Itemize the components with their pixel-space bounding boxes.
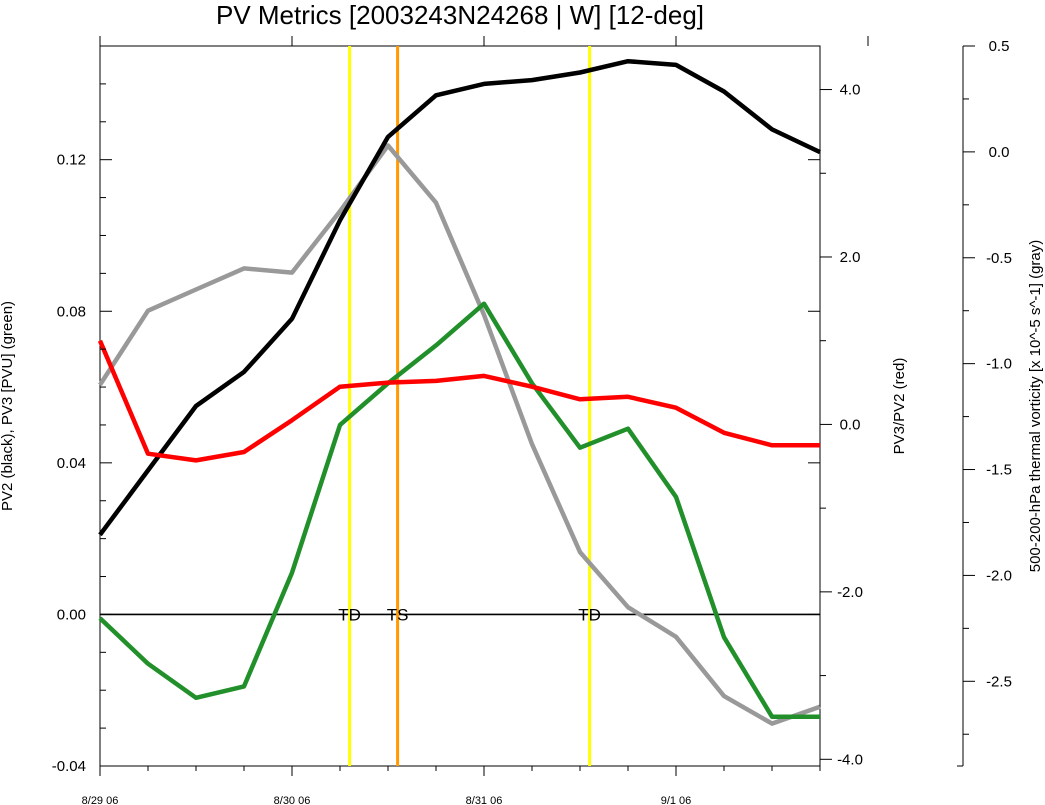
event-lines — [348, 46, 592, 766]
vorticity-tick-label: 0.5 — [989, 38, 1010, 55]
vorticity-tick-label: 0.0 — [989, 144, 1010, 161]
x-tick-label: 8/31 06 — [466, 795, 503, 805]
plot-frame — [99, 45, 821, 767]
ratio-tick-label: 0.0 — [840, 416, 861, 433]
series-line — [98, 301, 820, 719]
ratio-tick-label: 2.0 — [840, 249, 861, 266]
ratio-tick-label: -2.0 — [837, 584, 863, 601]
vorticity-tick-label: -1.0 — [986, 356, 1012, 373]
left-tick-label: 0.00 — [57, 606, 86, 623]
series-line — [97, 339, 820, 463]
event-label: TD — [338, 605, 361, 624]
event-label: TS — [387, 605, 409, 624]
vorticity-tick-label: -1.5 — [986, 462, 1012, 479]
vorticity-tick-label: -2.0 — [986, 567, 1012, 584]
vorticity-tick-label: -0.5 — [986, 250, 1012, 267]
right-axis-thermal-vorticity: 0.5 0.0 -0.5 -1.0 -1.5 -2.0 -2.5 — [957, 38, 1012, 767]
left-tick-label: -0.04 — [52, 758, 86, 775]
ratio-tick-label: -4.0 — [837, 751, 863, 768]
x-tick-label: 8/30 06 — [274, 795, 311, 805]
event-labels: TD TS TD — [338, 605, 601, 624]
event-label: TD — [578, 605, 601, 624]
x-tick-label: 8/29 06 — [82, 795, 119, 805]
series-line — [98, 58, 821, 537]
right-axis-thermal-vorticity-label: 500-200-hPa thermal vorticity [x 10^-5 s… — [1027, 240, 1044, 573]
left-axis-label: PV2 (black), PV3 [PVU] (green) — [0, 301, 16, 511]
x-tick-label: 9/1 06 — [661, 795, 692, 805]
left-tick-label: 0.08 — [57, 303, 86, 320]
right-axis-pv-ratio-label: PV3/PV2 (red) — [891, 358, 908, 455]
right-axis-pv-ratio: 4.0 2.0 0.0 -2.0 -4.0 — [820, 82, 863, 768]
vorticity-tick-label: -2.5 — [986, 673, 1012, 690]
plot-area: TD TS TD — [97, 45, 821, 767]
left-tick-label: 0.12 — [57, 152, 86, 169]
left-tick-label: 0.04 — [57, 455, 86, 472]
chart-title: PV Metrics [2003243N24268 | W] [12-deg] — [216, 0, 704, 30]
left-axis: 0.12 0.08 0.04 0.00 -0.04 — [52, 45, 820, 775]
ratio-tick-label: 4.0 — [840, 82, 861, 99]
series-lines — [97, 58, 821, 726]
series-line — [98, 143, 821, 726]
x-axis: 8/29 06 8/30 06 8/31 06 9/1 06 — [82, 36, 869, 805]
